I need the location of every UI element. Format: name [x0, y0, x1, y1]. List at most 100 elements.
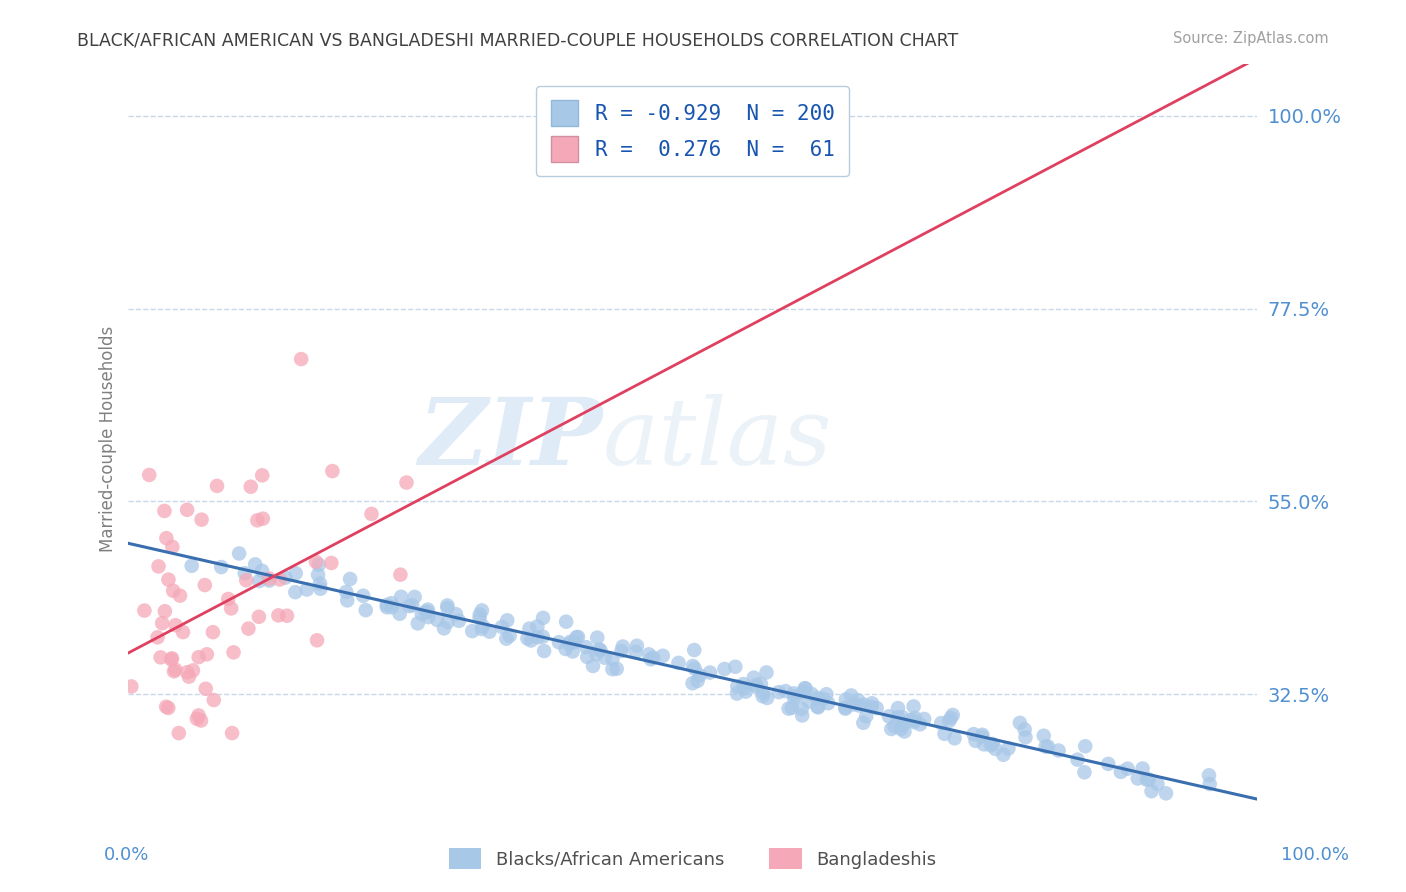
- Point: [526, 631, 548, 645]
- Point: [172, 625, 194, 640]
- Point: [401, 599, 423, 613]
- Point: [745, 680, 768, 694]
- Point: [352, 589, 374, 603]
- Point: [626, 639, 648, 653]
- Point: [638, 648, 661, 662]
- Point: [134, 603, 156, 617]
- Point: [339, 572, 361, 586]
- Point: [811, 691, 834, 706]
- Point: [444, 607, 467, 622]
- Point: [970, 730, 993, 744]
- Point: [912, 712, 935, 726]
- Point: [436, 615, 458, 629]
- Point: [575, 640, 598, 655]
- Point: [180, 558, 202, 573]
- Point: [157, 701, 180, 715]
- Point: [548, 635, 571, 649]
- Point: [209, 560, 232, 574]
- Point: [194, 681, 217, 696]
- Point: [891, 710, 914, 724]
- Point: [1032, 729, 1054, 743]
- Text: 100.0%: 100.0%: [1281, 846, 1348, 863]
- Point: [138, 467, 160, 482]
- Point: [689, 668, 711, 682]
- Point: [908, 717, 931, 731]
- Point: [1036, 739, 1059, 754]
- Point: [606, 662, 628, 676]
- Point: [751, 689, 773, 703]
- Point: [934, 727, 956, 741]
- Point: [1035, 739, 1057, 754]
- Point: [893, 724, 915, 739]
- Point: [612, 640, 634, 654]
- Point: [309, 582, 332, 596]
- Point: [160, 652, 183, 666]
- Point: [176, 665, 198, 680]
- Point: [336, 593, 359, 607]
- Point: [742, 671, 765, 685]
- Point: [1137, 772, 1160, 787]
- Point: [195, 648, 218, 662]
- Point: [585, 647, 607, 661]
- Point: [468, 611, 491, 625]
- Point: [1154, 786, 1177, 800]
- Point: [775, 684, 797, 698]
- Point: [153, 504, 176, 518]
- Point: [713, 662, 735, 676]
- Point: [354, 603, 377, 617]
- Point: [624, 645, 647, 659]
- Point: [447, 614, 470, 628]
- Point: [834, 700, 856, 714]
- Point: [360, 507, 382, 521]
- Point: [860, 699, 883, 714]
- Point: [582, 659, 605, 673]
- Point: [835, 692, 858, 706]
- Point: [235, 573, 257, 587]
- Point: [436, 599, 458, 613]
- Point: [321, 556, 343, 570]
- Point: [683, 643, 706, 657]
- Point: [593, 650, 616, 665]
- Point: [398, 599, 420, 614]
- Point: [880, 722, 903, 736]
- Point: [602, 662, 624, 676]
- Point: [725, 679, 748, 693]
- Point: [162, 540, 184, 554]
- Point: [794, 681, 817, 696]
- Point: [418, 610, 440, 624]
- Point: [651, 648, 673, 663]
- Point: [526, 619, 548, 633]
- Point: [962, 727, 984, 741]
- Point: [839, 689, 862, 703]
- Point: [247, 609, 270, 624]
- Point: [411, 607, 433, 621]
- Point: [157, 573, 180, 587]
- Text: atlas: atlas: [602, 394, 832, 484]
- Point: [246, 513, 269, 527]
- Point: [755, 665, 778, 680]
- Point: [943, 731, 966, 746]
- Point: [815, 687, 838, 701]
- Point: [929, 716, 952, 731]
- Point: [238, 622, 260, 636]
- Point: [1109, 764, 1132, 779]
- Point: [939, 711, 962, 725]
- Point: [1132, 762, 1154, 776]
- Point: [516, 632, 538, 646]
- Point: [734, 684, 756, 698]
- Point: [842, 698, 865, 712]
- Point: [478, 624, 501, 639]
- Point: [274, 571, 297, 585]
- Point: [1014, 723, 1036, 737]
- Point: [276, 608, 298, 623]
- Point: [250, 564, 273, 578]
- Point: [560, 634, 582, 648]
- Point: [221, 726, 243, 740]
- Point: [682, 676, 704, 690]
- Point: [163, 665, 186, 679]
- Point: [406, 616, 429, 631]
- Point: [806, 690, 828, 705]
- Point: [589, 643, 612, 657]
- Point: [972, 728, 994, 742]
- Point: [380, 596, 402, 610]
